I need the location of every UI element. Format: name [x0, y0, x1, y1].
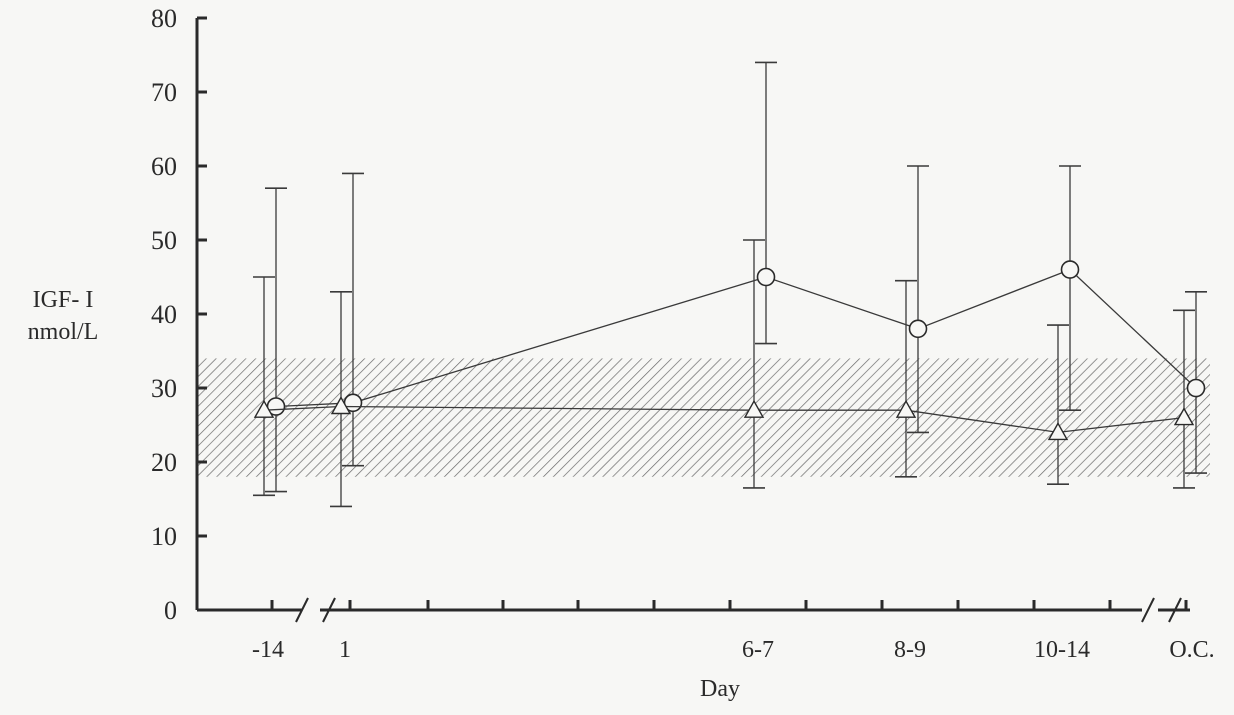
x-axis-label: Day	[700, 676, 740, 702]
x-tick-label-1: -14	[252, 637, 284, 663]
point-triangle-2	[330, 396, 352, 415]
y-tick-label-10: 10	[151, 522, 177, 551]
point-circle-3	[756, 267, 776, 287]
point-circle-5	[1060, 260, 1080, 279]
y-tick-label-50: 50	[151, 226, 177, 255]
series-triangle-line	[263, 405, 1185, 434]
y-tick-label-60: 60	[151, 152, 177, 181]
axis-break-2-b	[1168, 597, 1182, 623]
y-tick-label-80: 80	[151, 4, 177, 33]
x-tick-label-5: 10-14	[1034, 637, 1090, 663]
x-tick-label-3: 6-7	[742, 637, 774, 663]
point-triangle-6	[1173, 407, 1195, 426]
point-triangle-4	[895, 399, 917, 418]
point-circle-6	[1186, 378, 1206, 398]
y-tick-label-0: 0	[164, 596, 177, 625]
y-tick-label-70: 70	[151, 78, 177, 107]
point-triangle-1	[253, 399, 275, 418]
x-tick-label-4: 8-9	[894, 637, 926, 663]
y-tick-label-30: 30	[151, 374, 177, 403]
axis-break-1-b	[322, 597, 336, 623]
y-axis-label-line-2: nmol/L	[27, 319, 99, 345]
axis-break-2-a	[1141, 597, 1155, 623]
y-tick-label-40: 40	[151, 300, 177, 329]
point-circle-4	[908, 319, 928, 339]
x-tick-label-6: O.C.	[1169, 637, 1214, 663]
normal-range-band	[197, 358, 1210, 477]
y-tick-label-20: 20	[151, 448, 177, 477]
point-triangle-5	[1047, 421, 1069, 441]
axis-break-1-a	[295, 597, 309, 623]
point-triangle-3	[743, 399, 765, 418]
y-axis-label-line-1: IGF- I	[32, 287, 94, 313]
x-tick-label-2: 1	[339, 637, 351, 663]
y-axis-label: IGF- I nmol/L	[8, 284, 118, 348]
